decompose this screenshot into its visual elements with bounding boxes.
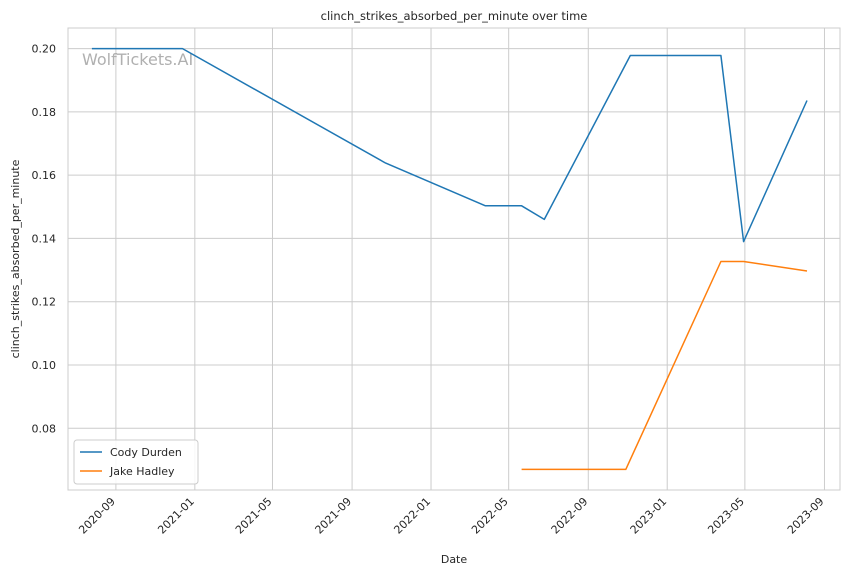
series-line-cody-durden <box>91 47 808 243</box>
legend: Cody Durden Jake Hadley <box>73 439 199 485</box>
watermark: WolfTickets.AI <box>82 50 193 69</box>
legend-box <box>73 439 199 485</box>
plot-frame <box>67 27 841 491</box>
legend-label: Cody Durden <box>110 446 182 459</box>
series-lines <box>91 47 808 471</box>
y-tick-labels: 0.08 0.10 0.12 0.14 0.16 0.18 0.20 <box>32 43 57 436</box>
y-tick-label: 0.12 <box>32 296 57 309</box>
y-axis-title: clinch_strikes_absorbed_per_minute <box>9 159 22 358</box>
y-tick-label: 0.16 <box>32 169 57 182</box>
y-tick-label: 0.18 <box>32 106 57 119</box>
legend-label: Jake Hadley <box>109 465 175 478</box>
y-tick-label: 0.20 <box>32 43 57 56</box>
grid <box>68 28 840 490</box>
x-axis-title: Date <box>441 553 468 566</box>
y-tick-label: 0.10 <box>32 359 57 372</box>
y-tick-label: 0.08 <box>32 422 57 435</box>
series-line-jake-hadley <box>521 260 808 471</box>
chart-title: clinch_strikes_absorbed_per_minute over … <box>321 9 588 23</box>
y-tick-label: 0.14 <box>32 232 57 245</box>
